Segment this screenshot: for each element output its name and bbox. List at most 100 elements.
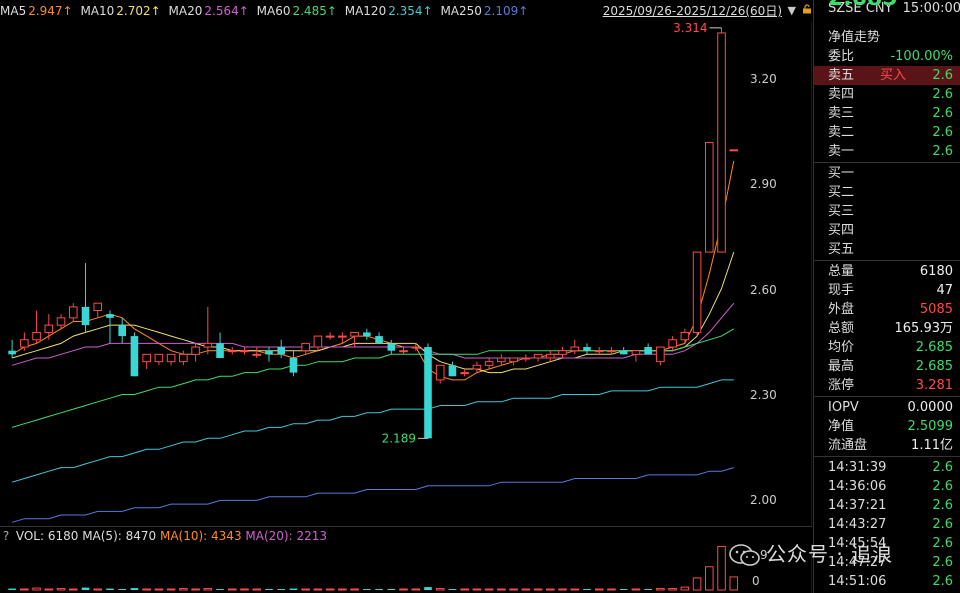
volume-bar xyxy=(277,589,285,590)
volume-bar xyxy=(142,588,151,591)
candle-body xyxy=(692,251,702,333)
stat-row-label: 外盘 xyxy=(828,302,855,317)
candle xyxy=(118,317,126,344)
volume-bar xyxy=(484,588,494,591)
volume-bar xyxy=(81,587,90,590)
ask-level-label: 卖二 xyxy=(828,125,855,140)
volume-bar xyxy=(644,589,652,590)
ma250-value: 2.109↑ xyxy=(483,4,529,18)
candle xyxy=(301,342,310,355)
volume-bar xyxy=(118,589,126,590)
volume-bar xyxy=(32,587,41,591)
stat-row: 最高 2.685 xyxy=(814,357,960,376)
candle-body xyxy=(521,357,531,360)
candle-body xyxy=(594,350,604,353)
volume-bar xyxy=(154,588,164,591)
candle-body xyxy=(313,335,323,348)
candle xyxy=(265,347,273,362)
last-price-big: 2.685 xyxy=(828,0,958,8)
ask-level-label: 卖四 xyxy=(828,87,855,102)
candle xyxy=(68,303,78,322)
volume-bar xyxy=(533,588,543,591)
fund-row-value: 2.5099 xyxy=(907,419,954,434)
volume-bar xyxy=(240,588,249,591)
tick-row: 14:45:54 2.6 xyxy=(814,534,960,553)
volume-bar xyxy=(729,576,739,591)
candle-body xyxy=(68,306,78,319)
help-question-icon[interactable]: ? xyxy=(2,529,10,543)
y-tick-label: 2.90 xyxy=(750,177,777,191)
candle-body xyxy=(179,353,188,363)
date-range-selector[interactable]: 2025/09/26-2025/12/26(60日) xyxy=(602,4,782,18)
lock-icon[interactable] xyxy=(802,4,812,14)
currency: CNY xyxy=(865,1,893,16)
candle-body xyxy=(705,142,714,253)
ask-level-value: 2.6 xyxy=(932,106,953,121)
stat-row-label: 均价 xyxy=(828,340,855,355)
bid-level: 买四 xyxy=(814,221,960,240)
stat-row: 均价 2.685 xyxy=(814,338,960,357)
candle-body xyxy=(460,372,469,375)
volume-bar xyxy=(558,588,567,591)
candle-body xyxy=(558,350,567,355)
tick-row: 14:37:21 2.6 xyxy=(814,496,960,515)
tick-row-value: 2.6 xyxy=(932,460,953,475)
tick-row: 14:43:27 2.6 xyxy=(814,515,960,534)
candle xyxy=(32,310,41,344)
order-ratio: 委比 -100.00% xyxy=(814,47,960,66)
volume-legend-bar: ? VOL: 6180 MA(5): 8470 MA(10): 4343 MA(… xyxy=(0,526,812,545)
candle-body xyxy=(191,346,200,355)
candle-body xyxy=(387,343,396,351)
candle xyxy=(619,347,628,355)
volume-bar xyxy=(717,545,726,591)
volume-bar xyxy=(289,588,298,590)
candle xyxy=(81,263,90,333)
kline-chart-area[interactable]: MA5 2.947↑ MA10 2.702↑ MA20 2.564↑ MA60 2.48… xyxy=(0,0,812,593)
stat-row-label: 涨停 xyxy=(828,378,855,393)
stat-row-value: 165.93万 xyxy=(894,321,954,336)
stat-row-value: 2.685 xyxy=(915,340,953,355)
panel-divider xyxy=(814,396,960,397)
ask-level: 卖一 2.6 xyxy=(814,142,960,161)
candle xyxy=(484,358,494,369)
bid-level-label: 买一 xyxy=(828,166,855,181)
candle xyxy=(338,332,347,344)
candle-body xyxy=(509,357,518,363)
tick-row: 14:51:06 2.6 xyxy=(814,572,960,591)
price-plot[interactable]: 3.314 2.189 xyxy=(0,22,812,526)
volume-bar xyxy=(363,589,371,590)
ma10-label: MA10 xyxy=(80,4,115,18)
candle xyxy=(191,343,200,362)
candle-body xyxy=(717,32,726,253)
panel-divider xyxy=(814,260,960,261)
volume-bar xyxy=(68,588,78,591)
volume-bar xyxy=(301,588,310,591)
vol-tick-top: 9 xyxy=(760,548,768,562)
candle-body xyxy=(656,346,665,363)
volume-plot[interactable] xyxy=(0,544,812,593)
tick-row-label: 14:37:21 xyxy=(828,498,887,513)
candle xyxy=(203,306,213,355)
candle xyxy=(607,347,616,355)
candle xyxy=(93,302,103,318)
candle-body xyxy=(166,353,176,363)
ask-level: 卖二 2.6 xyxy=(814,123,960,142)
candle-body xyxy=(338,335,347,338)
candle-body xyxy=(154,353,164,363)
candle-body xyxy=(472,364,482,370)
fund-row-label: IOPV xyxy=(828,400,859,415)
stat-row-label: 最高 xyxy=(828,359,855,374)
candle xyxy=(497,354,506,366)
fund-row-value: 1.11亿 xyxy=(911,438,953,453)
candle xyxy=(56,314,66,329)
volume-bar xyxy=(435,588,445,591)
ma120-value: 2.354↑ xyxy=(388,4,433,18)
candle-body xyxy=(484,361,494,366)
candle-body xyxy=(668,339,677,348)
fund-row-label: 流通盘 xyxy=(828,438,868,453)
ma120-label: MA120 xyxy=(344,4,387,18)
candle-body xyxy=(56,317,66,326)
candle xyxy=(179,350,188,366)
dropdown-triangle-icon[interactable]: ▼ xyxy=(787,4,796,17)
stat-row-label: 总量 xyxy=(828,264,855,279)
